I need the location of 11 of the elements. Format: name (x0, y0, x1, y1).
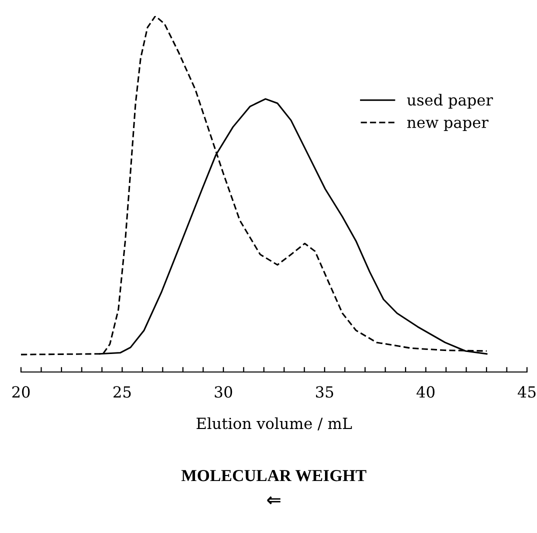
legend-label: new paper (407, 120, 488, 132)
x-tick-label: 20 (12, 386, 30, 398)
text: MOLECULAR WEIGHT (181, 470, 366, 482)
legend-label: used paper (407, 94, 494, 109)
x-tick-label: 25 (114, 386, 131, 398)
x-axis-title: Elution volume / mL (196, 417, 352, 430)
x-tick-label: 45 (518, 386, 536, 398)
text: ⇐ (267, 496, 280, 504)
x-tick-label: 30 (214, 386, 232, 398)
x-tick-label: 40 (416, 386, 435, 398)
x-tick-label: 35 (316, 386, 334, 398)
